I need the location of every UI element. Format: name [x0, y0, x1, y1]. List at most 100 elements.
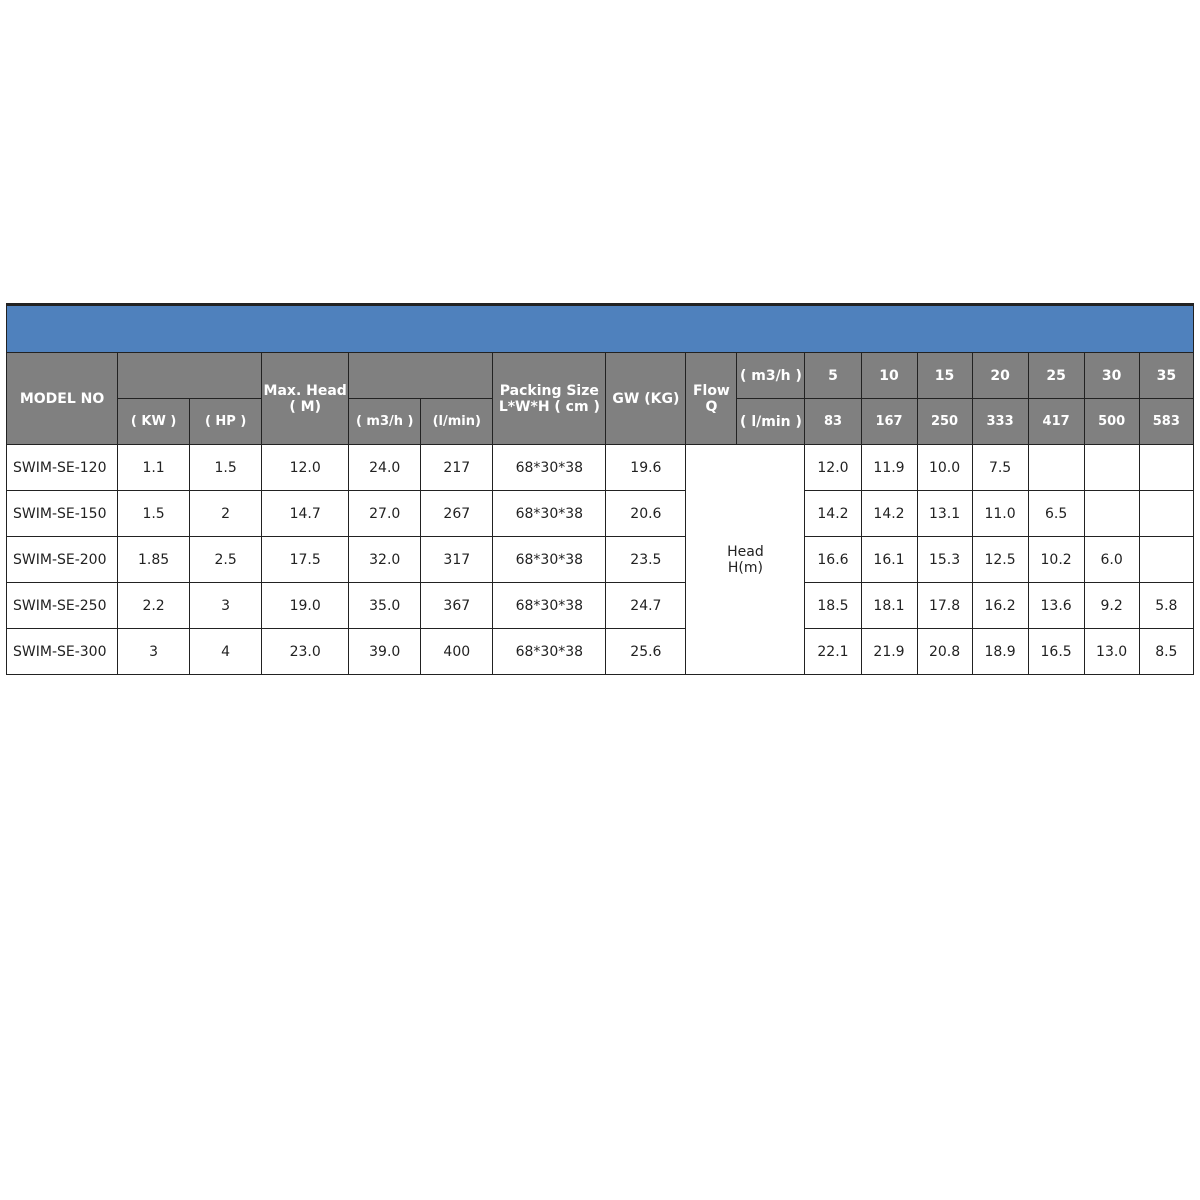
- gw-cell: 24.7: [605, 582, 687, 629]
- gw-cell: 19.6: [605, 444, 687, 491]
- flow-lmin-value: 583: [1138, 398, 1195, 445]
- packing-cell: 68*30*38: [492, 582, 607, 629]
- header-power-group: [117, 352, 263, 399]
- kw-cell: 1.1: [117, 444, 191, 491]
- hp-cell: 2.5: [189, 536, 263, 583]
- head-value-cell: 12.0: [804, 444, 862, 491]
- head-label: Head: [727, 543, 764, 560]
- flow-lmin-value: 417: [1027, 398, 1085, 445]
- m3h-cell: 35.0: [348, 582, 422, 629]
- head-value-cell: 21.9: [860, 628, 918, 675]
- header-kw: ( KW ): [117, 398, 191, 445]
- head-value-cell: 11.0: [971, 490, 1029, 537]
- kw-cell: 1.5: [117, 490, 191, 537]
- table-row: SWIM-SE-120 1.1 1.5 12.0 24.0 217 68*30*38 19.6…: [5, 444, 1195, 675]
- flow-symbol: Q: [705, 398, 718, 415]
- model-cell: SWIM-SE-250: [5, 582, 119, 629]
- head-unit: H(m): [727, 559, 763, 576]
- flow-lmin-value: 83: [804, 398, 862, 445]
- header-lmin: (l/min): [420, 398, 494, 445]
- pump-spec-table: MODEL NO Max. Head( M) Packing Size L*W*H…: [5, 303, 1195, 675]
- packing-label: Packing Size: [499, 382, 599, 399]
- head-value-cell: 15.3: [916, 536, 973, 583]
- head-value-cell: 7.5: [971, 444, 1029, 491]
- gw-cell: 20.6: [605, 490, 687, 537]
- head-value-cell: 14.2: [804, 490, 862, 537]
- head-label-cell: Head H(m): [685, 444, 806, 675]
- head-value-cell: 20.8: [916, 628, 973, 675]
- max-head-cell: 12.0: [261, 444, 350, 491]
- kw-cell: 3: [117, 628, 191, 675]
- header-flow: Flow Q: [685, 352, 738, 445]
- model-cell: SWIM-SE-120: [5, 444, 119, 491]
- m3h-cell: 39.0: [348, 628, 422, 675]
- flow-lmin-value: 167: [860, 398, 918, 445]
- header-packing-size: Packing Size L*W*H ( cm ): [492, 352, 607, 445]
- packing-cell: 68*30*38: [492, 536, 607, 583]
- max-head-cell: 17.5: [261, 536, 350, 583]
- table-row: SWIM-SE-300 3 4 23.0 39.0 400 68*30*38 25.6 22.1…: [5, 628, 1195, 675]
- max-head-label: Max. Head: [263, 382, 347, 399]
- flow-m3h-value: 15: [916, 352, 973, 399]
- flow-m3h-value: 25: [1027, 352, 1085, 399]
- packing-unit: L*W*H ( cm ): [498, 398, 600, 415]
- head-value-cell: 9.2: [1083, 582, 1140, 629]
- flow-m3h-value: 30: [1083, 352, 1140, 399]
- model-cell: SWIM-SE-150: [5, 490, 119, 537]
- kw-cell: 2.2: [117, 582, 191, 629]
- hp-cell: 4: [189, 628, 263, 675]
- head-value-cell: 13.1: [916, 490, 973, 537]
- head-value-cell: 14.2: [860, 490, 918, 537]
- m3h-cell: 24.0: [348, 444, 422, 491]
- header-flow-m3h: ( m3/h ): [736, 352, 806, 399]
- m3h-cell: 27.0: [348, 490, 422, 537]
- max-head-cell: 14.7: [261, 490, 350, 537]
- max-head-unit: ( M): [289, 398, 321, 415]
- flow-m3h-value: 20: [971, 352, 1029, 399]
- head-value-cell: 10.0: [916, 444, 973, 491]
- head-value-cell: 6.0: [1083, 536, 1140, 583]
- gw-cell: 23.5: [605, 536, 687, 583]
- kw-cell: 1.85: [117, 536, 191, 583]
- lmin-cell: 217: [420, 444, 494, 491]
- header-max-flow-group: [348, 352, 494, 399]
- header-flow-lmin: ( l/min ): [736, 398, 806, 445]
- max-head-cell: 19.0: [261, 582, 350, 629]
- packing-cell: 68*30*38: [492, 444, 607, 491]
- header-model-no: MODEL NO: [5, 352, 119, 445]
- lmin-cell: 400: [420, 628, 494, 675]
- head-value-cell: 18.9: [971, 628, 1029, 675]
- lmin-cell: 267: [420, 490, 494, 537]
- gw-cell: 25.6: [605, 628, 687, 675]
- head-value-cell: 11.9: [860, 444, 918, 491]
- flow-label: Flow: [692, 382, 730, 399]
- flow-m3h-value: 10: [860, 352, 918, 399]
- title-band: [6, 303, 1194, 353]
- m3h-cell: 32.0: [348, 536, 422, 583]
- head-value-cell: 5.8: [1138, 582, 1195, 629]
- head-value-cell: 6.5: [1027, 490, 1085, 537]
- header-m3h: ( m3/h ): [348, 398, 422, 445]
- head-value-cell: 10.2: [1027, 536, 1085, 583]
- table-row: SWIM-SE-250 2.2 3 19.0 35.0 367 68*30*38 24.7 18…: [5, 582, 1195, 629]
- head-value-cell: 18.5: [804, 582, 862, 629]
- flow-lmin-value: 250: [916, 398, 973, 445]
- head-value-cell: [1138, 490, 1195, 537]
- flow-lmin-value: 333: [971, 398, 1029, 445]
- head-value-cell: 22.1: [804, 628, 862, 675]
- head-value-cell: 13.0: [1083, 628, 1140, 675]
- head-value-cell: 18.1: [860, 582, 918, 629]
- table-row: SWIM-SE-150 1.5 2 14.7 27.0 267 68*30*38 20.6 14…: [5, 490, 1195, 537]
- header-hp: ( HP ): [189, 398, 263, 445]
- head-value-cell: 16.6: [804, 536, 862, 583]
- head-value-cell: [1083, 490, 1140, 537]
- packing-cell: 68*30*38: [492, 628, 607, 675]
- model-cell: SWIM-SE-300: [5, 628, 119, 675]
- head-value-cell: 12.5: [971, 536, 1029, 583]
- table-row: SWIM-SE-200 1.85 2.5 17.5 32.0 317 68*30*38 23.…: [5, 536, 1195, 583]
- flow-m3h-value: 5: [804, 352, 862, 399]
- hp-cell: 3: [189, 582, 263, 629]
- flow-m3h-value: 35: [1138, 352, 1195, 399]
- lmin-cell: 317: [420, 536, 494, 583]
- lmin-cell: 367: [420, 582, 494, 629]
